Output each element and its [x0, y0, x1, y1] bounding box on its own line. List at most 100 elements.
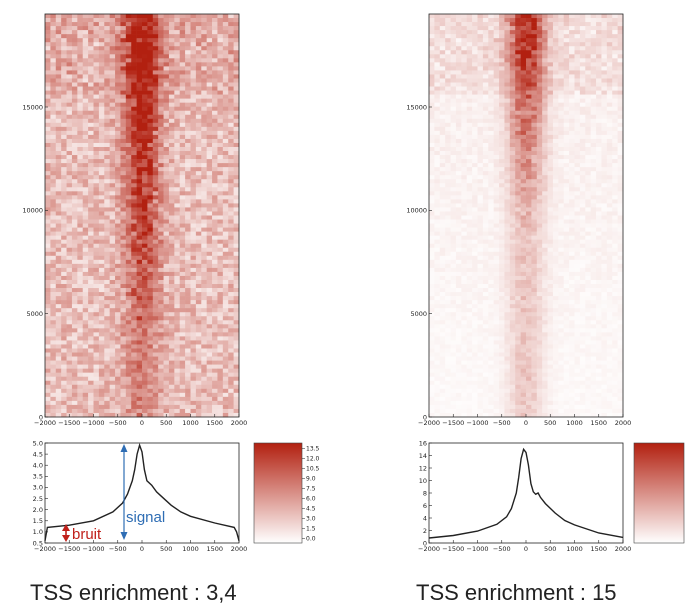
- heatmap-cell: [515, 163, 521, 168]
- heatmap-cell: [163, 376, 170, 382]
- heatmap-cell: [434, 26, 441, 31]
- heatmap-cell: [120, 175, 127, 180]
- heatmap-cell: [190, 292, 197, 297]
- heatmap-cell: [88, 82, 94, 87]
- heatmap-cell: [61, 344, 67, 349]
- heatmap-cell: [466, 26, 473, 31]
- heatmap-cell: [45, 396, 51, 402]
- heatmap-cell: [163, 199, 170, 204]
- heatmap-cell: [488, 14, 494, 19]
- heatmap-cell: [136, 211, 143, 216]
- heatmap-cell: [526, 70, 532, 75]
- heatmap-cell: [82, 203, 89, 208]
- heatmap-cell: [201, 288, 207, 293]
- heatmap-cell: [142, 227, 148, 232]
- heatmap-cell: [601, 98, 608, 103]
- heatmap-cell: [142, 312, 148, 317]
- heatmap-cell: [212, 22, 218, 27]
- heatmap-cell: [185, 271, 191, 277]
- heatmap-cell: [190, 267, 197, 273]
- heatmap-cell: [125, 179, 132, 184]
- heatmap-cell: [222, 324, 229, 329]
- heatmap-cell: [509, 151, 516, 156]
- heatmap-cell: [93, 50, 100, 55]
- heatmap-cell: [152, 62, 159, 67]
- heatmap-cell: [45, 26, 51, 31]
- heatmap-cell: [228, 163, 234, 168]
- heatmap-cell: [450, 18, 457, 23]
- heatmap-cell: [612, 62, 618, 67]
- heatmap-cell: [579, 106, 586, 112]
- heatmap-cell: [472, 118, 478, 124]
- heatmap-cell: [93, 159, 100, 164]
- heatmap-cell: [493, 102, 500, 107]
- heatmap-cell: [174, 255, 181, 261]
- heatmap-cell: [212, 215, 218, 220]
- heatmap-cell: [71, 54, 78, 59]
- heatmap-cell: [212, 211, 218, 216]
- heatmap-cell: [439, 82, 446, 87]
- heatmap-cell: [590, 82, 597, 87]
- heatmap-cell: [98, 223, 105, 228]
- heatmap-cell: [596, 46, 602, 51]
- heatmap-cell: [482, 122, 489, 128]
- heatmap-cell: [504, 78, 511, 83]
- heatmap-cell: [77, 215, 84, 220]
- heatmap-cell: [222, 90, 229, 95]
- heatmap-cell: [50, 412, 57, 418]
- heatmap-cell: [125, 155, 132, 160]
- heatmap-cell: [466, 46, 473, 51]
- heatmap-cell: [66, 308, 73, 313]
- heatmap-cell: [217, 134, 224, 140]
- heatmap-cell: [212, 271, 218, 277]
- heatmap-cell: [579, 155, 586, 160]
- heatmap-cell: [109, 239, 116, 245]
- heatmap-cell: [98, 292, 105, 297]
- heatmap-cell: [88, 219, 94, 224]
- heatmap-cell: [120, 388, 127, 394]
- heatmap-cell: [88, 348, 94, 353]
- heatmap-cell: [552, 134, 559, 140]
- heatmap-cell: [233, 86, 240, 91]
- heatmap-cell: [569, 110, 575, 116]
- heatmap-cell: [158, 304, 164, 309]
- heatmap-cell: [66, 30, 73, 35]
- heatmap-cell: [82, 372, 89, 377]
- heatmap-cell: [439, 42, 446, 47]
- heatmap-cell: [98, 146, 105, 152]
- heatmap-cell: [574, 74, 581, 79]
- heatmap-cell: [185, 110, 191, 116]
- heatmap-cell: [217, 199, 224, 204]
- heatmap-cell: [201, 50, 207, 55]
- heatmap-cell: [201, 183, 207, 188]
- heatmap-cell: [477, 42, 484, 47]
- heatmap-cell: [131, 279, 137, 285]
- heatmap-cell: [45, 404, 51, 410]
- heatmap-cell: [125, 412, 132, 418]
- heatmap-cell: [163, 267, 170, 273]
- heatmap-cell: [185, 267, 191, 273]
- heatmap-cell: [55, 163, 62, 168]
- heatmap-cell: [439, 98, 446, 103]
- heatmap-cell: [168, 14, 175, 19]
- heatmap-cell: [120, 138, 127, 144]
- heatmap-cell: [195, 110, 202, 116]
- heatmap-cell: [142, 203, 148, 208]
- heatmap-cell: [147, 203, 154, 208]
- heatmap-cell: [547, 62, 554, 67]
- heatmap-cell: [136, 146, 143, 152]
- heatmap-cell: [158, 324, 164, 329]
- heatmap-cell: [82, 328, 89, 333]
- heatmap-cell: [168, 312, 175, 317]
- heatmap-cell: [195, 400, 202, 406]
- heatmap-cell: [217, 94, 224, 99]
- heatmap-cell: [482, 18, 489, 23]
- heatmap-cell: [574, 130, 581, 136]
- heatmap-cell: [71, 300, 78, 305]
- heatmap-cell: [482, 159, 489, 164]
- heatmap-cell: [125, 30, 132, 35]
- heatmap-cell: [136, 171, 143, 176]
- heatmap-cell: [228, 102, 234, 107]
- heatmap-cell: [179, 352, 186, 357]
- heatmap-cell: [88, 320, 94, 325]
